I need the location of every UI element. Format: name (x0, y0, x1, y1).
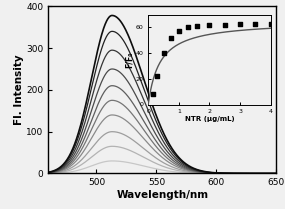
Point (268, 22, 273, 25)
Point (161, 51, 166, 55)
X-axis label: Wavelength/nm: Wavelength/nm (116, 190, 209, 200)
X-axis label: NTR (μg/mL): NTR (μg/mL) (185, 116, 234, 122)
Point (150, 93, 155, 96)
Point (177, 30, 181, 33)
Y-axis label: F/F₀: F/F₀ (125, 51, 134, 68)
Point (169, 36, 174, 40)
Point (238, 22, 242, 25)
Point (155, 75, 160, 78)
Y-axis label: Fl. Intensity: Fl. Intensity (14, 55, 24, 125)
Point (207, 23, 212, 27)
Point (253, 22, 258, 25)
Point (223, 23, 227, 27)
Point (195, 24, 200, 28)
Point (186, 26, 190, 29)
